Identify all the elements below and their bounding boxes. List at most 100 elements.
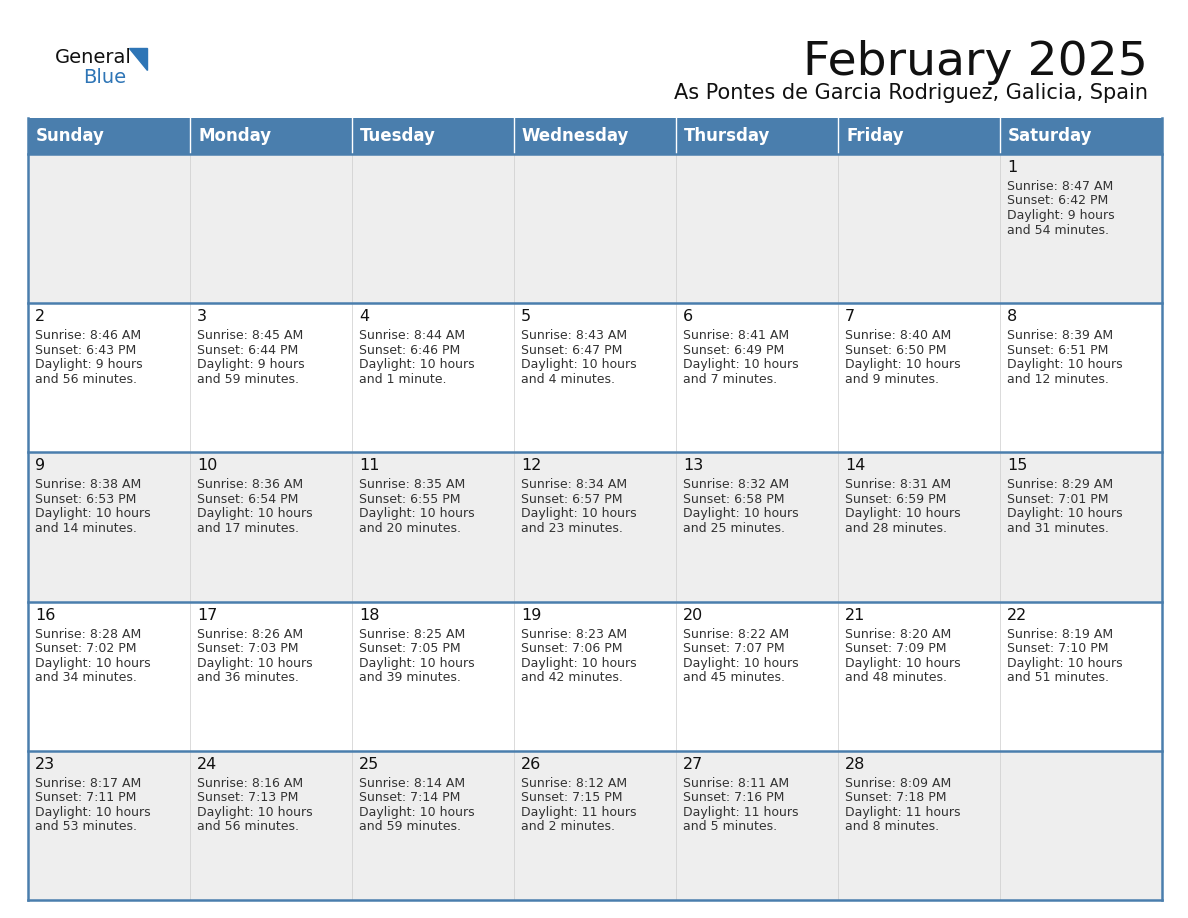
Text: and 5 minutes.: and 5 minutes. [683, 821, 777, 834]
Text: Daylight: 9 hours: Daylight: 9 hours [197, 358, 304, 371]
Text: Sunset: 6:44 PM: Sunset: 6:44 PM [197, 343, 298, 357]
Text: 27: 27 [683, 756, 703, 772]
Text: 21: 21 [845, 608, 865, 622]
Text: Sunrise: 8:29 AM: Sunrise: 8:29 AM [1007, 478, 1113, 491]
Text: and 36 minutes.: and 36 minutes. [197, 671, 299, 684]
Text: and 59 minutes.: and 59 minutes. [359, 821, 461, 834]
Text: Sunrise: 8:14 AM: Sunrise: 8:14 AM [359, 777, 466, 789]
Text: and 23 minutes.: and 23 minutes. [522, 522, 623, 535]
Text: Sunrise: 8:19 AM: Sunrise: 8:19 AM [1007, 628, 1113, 641]
Text: Sunrise: 8:36 AM: Sunrise: 8:36 AM [197, 478, 303, 491]
Text: Daylight: 11 hours: Daylight: 11 hours [683, 806, 798, 819]
Text: 20: 20 [683, 608, 703, 622]
Text: 28: 28 [845, 756, 865, 772]
Text: 16: 16 [34, 608, 56, 622]
Text: February 2025: February 2025 [803, 40, 1148, 85]
Text: Daylight: 10 hours: Daylight: 10 hours [522, 508, 637, 521]
Text: Daylight: 10 hours: Daylight: 10 hours [197, 508, 312, 521]
Polygon shape [129, 48, 147, 70]
Text: Thursday: Thursday [684, 127, 770, 145]
Text: Sunset: 7:03 PM: Sunset: 7:03 PM [197, 642, 298, 655]
Text: and 31 minutes.: and 31 minutes. [1007, 522, 1108, 535]
Text: and 48 minutes.: and 48 minutes. [845, 671, 947, 684]
Text: Daylight: 10 hours: Daylight: 10 hours [1007, 656, 1123, 669]
Text: 6: 6 [683, 309, 693, 324]
Text: and 17 minutes.: and 17 minutes. [197, 522, 299, 535]
Text: 26: 26 [522, 756, 542, 772]
Text: 17: 17 [197, 608, 217, 622]
Text: Sunset: 6:49 PM: Sunset: 6:49 PM [683, 343, 784, 357]
Text: 10: 10 [197, 458, 217, 474]
Text: Sunrise: 8:31 AM: Sunrise: 8:31 AM [845, 478, 952, 491]
Text: Daylight: 10 hours: Daylight: 10 hours [1007, 508, 1123, 521]
Text: Daylight: 9 hours: Daylight: 9 hours [1007, 209, 1114, 222]
Text: 15: 15 [1007, 458, 1028, 474]
Text: and 9 minutes.: and 9 minutes. [845, 373, 939, 386]
Text: 12: 12 [522, 458, 542, 474]
Text: Sunset: 6:51 PM: Sunset: 6:51 PM [1007, 343, 1108, 357]
Text: and 56 minutes.: and 56 minutes. [34, 373, 137, 386]
Text: Daylight: 10 hours: Daylight: 10 hours [197, 806, 312, 819]
Text: Sunset: 7:14 PM: Sunset: 7:14 PM [359, 791, 461, 804]
Text: 14: 14 [845, 458, 865, 474]
Text: Sunset: 6:59 PM: Sunset: 6:59 PM [845, 493, 947, 506]
Text: 23: 23 [34, 756, 55, 772]
Text: Sunday: Sunday [36, 127, 105, 145]
Text: 11: 11 [359, 458, 379, 474]
Text: Friday: Friday [846, 127, 904, 145]
Text: Sunset: 7:10 PM: Sunset: 7:10 PM [1007, 642, 1108, 655]
Text: Sunrise: 8:45 AM: Sunrise: 8:45 AM [197, 330, 303, 342]
Text: Daylight: 10 hours: Daylight: 10 hours [522, 358, 637, 371]
Text: 7: 7 [845, 309, 855, 324]
Text: Sunset: 7:15 PM: Sunset: 7:15 PM [522, 791, 623, 804]
Bar [514, 118, 676, 154]
Text: Sunrise: 8:41 AM: Sunrise: 8:41 AM [683, 330, 789, 342]
Text: Sunset: 7:02 PM: Sunset: 7:02 PM [34, 642, 137, 655]
Text: Sunrise: 8:12 AM: Sunrise: 8:12 AM [522, 777, 627, 789]
Text: Daylight: 10 hours: Daylight: 10 hours [359, 358, 475, 371]
Text: Sunset: 6:50 PM: Sunset: 6:50 PM [845, 343, 947, 357]
Text: 24: 24 [197, 756, 217, 772]
Text: 4: 4 [359, 309, 369, 324]
Text: Sunset: 7:13 PM: Sunset: 7:13 PM [197, 791, 298, 804]
Text: 9: 9 [34, 458, 45, 474]
Text: Sunrise: 8:16 AM: Sunrise: 8:16 AM [197, 777, 303, 789]
Text: 19: 19 [522, 608, 542, 622]
Text: Daylight: 10 hours: Daylight: 10 hours [34, 806, 151, 819]
Text: Daylight: 10 hours: Daylight: 10 hours [359, 806, 475, 819]
Text: and 53 minutes.: and 53 minutes. [34, 821, 137, 834]
Text: Sunrise: 8:44 AM: Sunrise: 8:44 AM [359, 330, 466, 342]
Text: and 45 minutes.: and 45 minutes. [683, 671, 785, 684]
Text: Daylight: 10 hours: Daylight: 10 hours [683, 656, 798, 669]
Text: and 39 minutes.: and 39 minutes. [359, 671, 461, 684]
Text: Sunset: 7:16 PM: Sunset: 7:16 PM [683, 791, 784, 804]
Text: Sunset: 6:58 PM: Sunset: 6:58 PM [683, 493, 784, 506]
Text: Sunset: 6:47 PM: Sunset: 6:47 PM [522, 343, 623, 357]
Text: and 54 minutes.: and 54 minutes. [1007, 223, 1110, 237]
Text: Daylight: 10 hours: Daylight: 10 hours [845, 508, 961, 521]
Bar [1000, 118, 1162, 154]
Bar [29, 453, 1162, 601]
Bar [29, 751, 1162, 900]
Text: Saturday: Saturday [1007, 127, 1093, 145]
Text: Sunset: 7:05 PM: Sunset: 7:05 PM [359, 642, 461, 655]
Text: and 2 minutes.: and 2 minutes. [522, 821, 615, 834]
Text: Sunrise: 8:39 AM: Sunrise: 8:39 AM [1007, 330, 1113, 342]
Text: Sunrise: 8:11 AM: Sunrise: 8:11 AM [683, 777, 789, 789]
Text: Daylight: 10 hours: Daylight: 10 hours [1007, 358, 1123, 371]
Text: Sunrise: 8:32 AM: Sunrise: 8:32 AM [683, 478, 789, 491]
Bar [29, 154, 1162, 303]
Text: Tuesday: Tuesday [360, 127, 436, 145]
Text: As Pontes de Garcia Rodriguez, Galicia, Spain: As Pontes de Garcia Rodriguez, Galicia, … [674, 83, 1148, 103]
Text: Sunset: 6:55 PM: Sunset: 6:55 PM [359, 493, 461, 506]
Text: and 34 minutes.: and 34 minutes. [34, 671, 137, 684]
Text: Sunrise: 8:25 AM: Sunrise: 8:25 AM [359, 628, 466, 641]
Text: Daylight: 11 hours: Daylight: 11 hours [522, 806, 637, 819]
Text: Blue: Blue [83, 68, 126, 87]
Text: and 59 minutes.: and 59 minutes. [197, 373, 299, 386]
Text: Sunrise: 8:09 AM: Sunrise: 8:09 AM [845, 777, 952, 789]
Text: Monday: Monday [198, 127, 271, 145]
Text: Sunset: 6:53 PM: Sunset: 6:53 PM [34, 493, 137, 506]
Text: Sunset: 7:18 PM: Sunset: 7:18 PM [845, 791, 947, 804]
Text: Daylight: 10 hours: Daylight: 10 hours [683, 508, 798, 521]
